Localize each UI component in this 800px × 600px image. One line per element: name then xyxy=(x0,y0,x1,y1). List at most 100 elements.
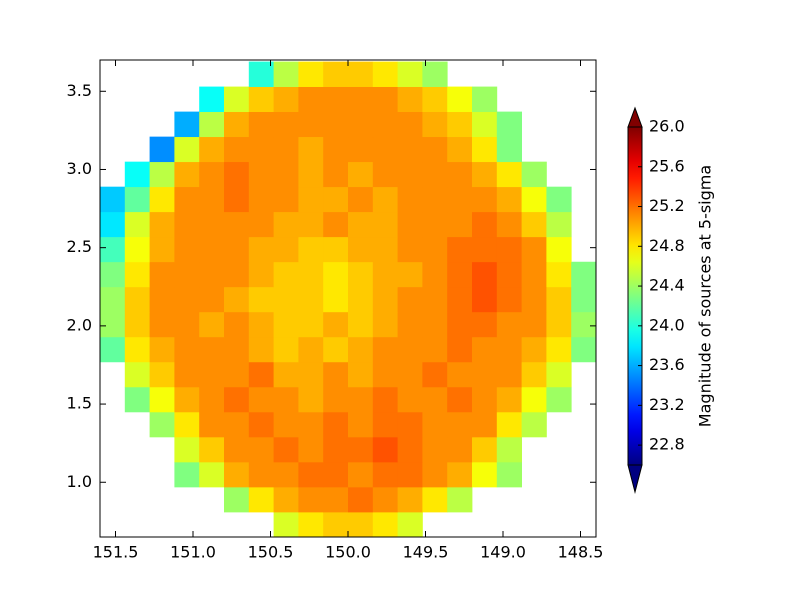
heatmap-cell xyxy=(472,436,498,463)
heatmap-cell xyxy=(174,461,200,488)
heatmap-cell xyxy=(397,286,423,313)
heatmap-cells xyxy=(100,61,597,538)
heatmap-cell xyxy=(571,311,597,338)
heatmap-cell xyxy=(496,261,522,288)
heatmap-cell xyxy=(199,386,225,413)
heatmap-cell xyxy=(298,236,324,263)
heatmap-cell xyxy=(397,211,423,238)
colorbar-tick-label: 22.8 xyxy=(649,435,685,454)
heatmap-cell xyxy=(521,236,547,263)
heatmap-cell xyxy=(422,411,448,438)
heatmap-cell xyxy=(224,386,250,413)
heatmap-cell xyxy=(248,61,274,87)
heatmap-cell xyxy=(298,436,324,463)
heatmap-cell xyxy=(571,261,597,288)
heatmap-cell xyxy=(422,111,448,138)
heatmap-cell xyxy=(124,286,150,313)
heatmap-cell xyxy=(174,436,200,463)
heatmap-cell xyxy=(472,211,498,238)
heatmap-cell xyxy=(224,211,250,238)
heatmap-cell xyxy=(397,511,423,538)
heatmap-cell xyxy=(397,86,423,113)
heatmap-cell xyxy=(100,186,126,213)
heatmap-cell xyxy=(546,361,572,388)
heatmap-cell xyxy=(174,186,200,213)
heatmap-cell xyxy=(298,211,324,238)
heatmap-cell xyxy=(248,486,274,513)
heatmap-cell xyxy=(571,336,597,363)
heatmap-cell xyxy=(199,336,225,363)
heatmap-cell xyxy=(124,361,150,388)
heatmap-cell xyxy=(372,336,398,363)
heatmap-cell xyxy=(372,211,398,238)
heatmap-cell xyxy=(397,436,423,463)
heatmap-cell xyxy=(372,61,398,87)
heatmap-cell xyxy=(100,211,126,238)
heatmap-cell xyxy=(447,236,473,263)
heatmap-cell xyxy=(496,236,522,263)
heatmap-cell xyxy=(174,311,200,338)
heatmap-cell xyxy=(273,261,299,288)
heatmap-cell xyxy=(273,511,299,538)
heatmap-cell xyxy=(224,486,250,513)
heatmap-cell xyxy=(521,186,547,213)
heatmap-cell xyxy=(323,286,349,313)
x-tick-label: 151.0 xyxy=(170,543,216,562)
heatmap-cell xyxy=(447,411,473,438)
heatmap-cell xyxy=(546,286,572,313)
heatmap-cell xyxy=(372,136,398,163)
heatmap-cell xyxy=(149,311,175,338)
heatmap-cell xyxy=(472,111,498,138)
heatmap-cell xyxy=(248,161,274,188)
heatmap-cell xyxy=(422,486,448,513)
heatmap-cell xyxy=(422,86,448,113)
heatmap-cell xyxy=(224,186,250,213)
heatmap-cell xyxy=(521,411,547,438)
heatmap-cell xyxy=(323,436,349,463)
heatmap-cell xyxy=(348,136,374,163)
heatmap-cell xyxy=(447,286,473,313)
heatmap-cell xyxy=(199,261,225,288)
heatmap-cell xyxy=(397,461,423,488)
heatmap-cell xyxy=(472,336,498,363)
heatmap-cell xyxy=(348,436,374,463)
heatmap-cell xyxy=(224,111,250,138)
heatmap-cell xyxy=(199,436,225,463)
heatmap-cell xyxy=(397,336,423,363)
heatmap-cell xyxy=(248,411,274,438)
heatmap-cell xyxy=(397,486,423,513)
heatmap-cell xyxy=(174,211,200,238)
heatmap-cell xyxy=(422,211,448,238)
heatmap-cell xyxy=(397,411,423,438)
heatmap-cell xyxy=(248,136,274,163)
colorbar-tick-label: 23.2 xyxy=(649,395,685,414)
x-tick-label: 150.5 xyxy=(248,543,294,562)
heatmap-cell xyxy=(546,311,572,338)
heatmap-cell xyxy=(100,286,126,313)
heatmap-cell xyxy=(273,86,299,113)
heatmap-cell xyxy=(273,411,299,438)
heatmap-cell xyxy=(298,86,324,113)
heatmap-cell xyxy=(348,386,374,413)
heatmap-cell xyxy=(447,186,473,213)
colorbar-extend-bottom xyxy=(627,464,643,494)
heatmap-cell xyxy=(273,386,299,413)
heatmap-cell xyxy=(521,336,547,363)
heatmap-cell xyxy=(472,261,498,288)
heatmap-cell xyxy=(447,261,473,288)
heatmap-cell xyxy=(397,186,423,213)
heatmap-cell xyxy=(298,186,324,213)
heatmap-cell xyxy=(447,111,473,138)
heatmap-cell xyxy=(224,311,250,338)
heatmap-cell xyxy=(397,311,423,338)
heatmap-cell xyxy=(496,311,522,338)
heatmap-cell xyxy=(348,61,374,87)
heatmap-cell xyxy=(372,486,398,513)
heatmap-cell xyxy=(323,361,349,388)
heatmap-cell xyxy=(348,211,374,238)
heatmap-cell xyxy=(496,361,522,388)
colorbar-frame xyxy=(627,126,643,466)
heatmap-cell xyxy=(323,511,349,538)
heatmap-cell xyxy=(422,286,448,313)
heatmap-cell xyxy=(397,386,423,413)
